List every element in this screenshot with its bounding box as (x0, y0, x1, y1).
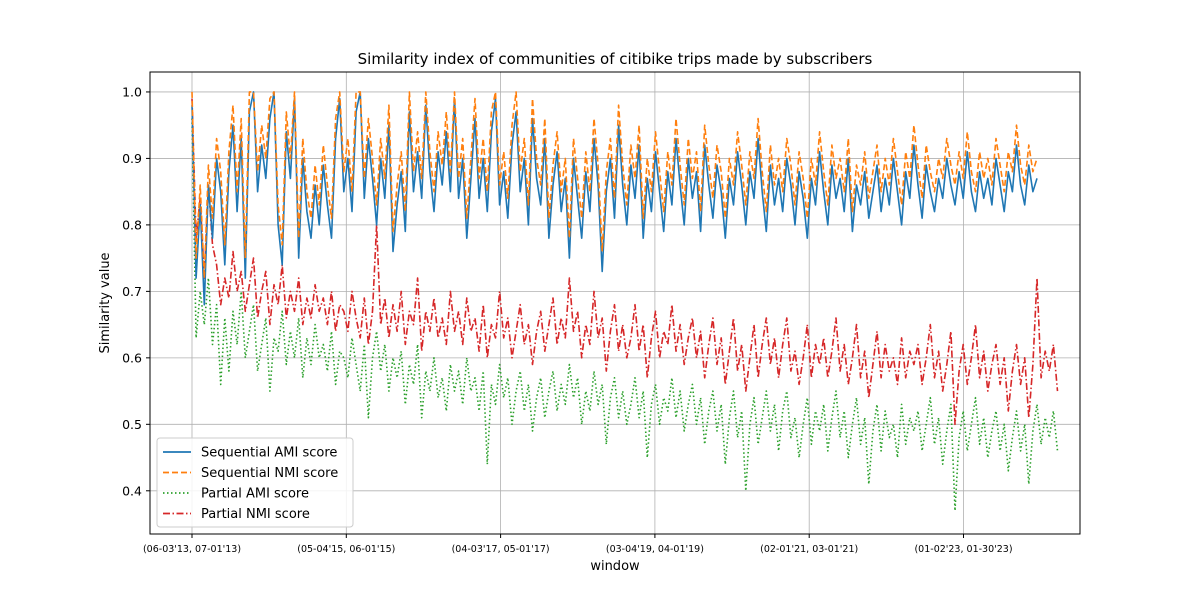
plot-frame (149, 71, 1081, 535)
x-tick-label: (02-01'21, 03-01'21) (760, 544, 858, 555)
x-tick-label: (06-03'13, 07-01'13) (143, 544, 241, 555)
series-line-partial-ami-score (191, 118, 1059, 512)
chart-title: Similarity index of communities of citib… (358, 50, 873, 68)
y-tick-label: 1.0 (122, 84, 142, 99)
y-tick-label: 0.9 (122, 151, 142, 166)
legend-label: Sequential AMI score (201, 446, 337, 461)
series-lines (191, 91, 1059, 512)
y-tick-label: 0.8 (122, 217, 142, 232)
legend: Sequential AMI score Sequential NMI score… (156, 437, 354, 528)
legend-label: Sequential NMI score (201, 466, 338, 481)
x-tick-label: (04-03'17, 05-01'17) (452, 544, 550, 555)
y-tick-label: 0.7 (122, 284, 142, 299)
x-axis-label: window (590, 559, 640, 574)
y-axis-label: Similarity value (98, 252, 113, 353)
y-tick-label: 0.5 (122, 417, 142, 432)
series-line-partial-nmi-score (191, 98, 1059, 426)
legend-label: Partial NMI score (201, 507, 310, 522)
legend-label: Partial AMI score (201, 487, 309, 502)
legend-box (156, 437, 354, 528)
y-tick-label: 0.6 (122, 350, 142, 365)
axis-ticks: 0.4 0.5 0.6 0.7 0.8 0.9 1.0 (06-03'13, 07-01'13… (122, 84, 1012, 555)
x-tick-label: (03-04'19, 04-01'19) (606, 544, 704, 555)
series-line-sequential-ami-score (191, 91, 1038, 306)
x-tick-label: (05-04'15, 06-01'15) (297, 544, 395, 555)
y-tick-label: 0.4 (122, 483, 142, 498)
x-tick-label: (01-02'23, 01-30'23) (914, 544, 1012, 555)
